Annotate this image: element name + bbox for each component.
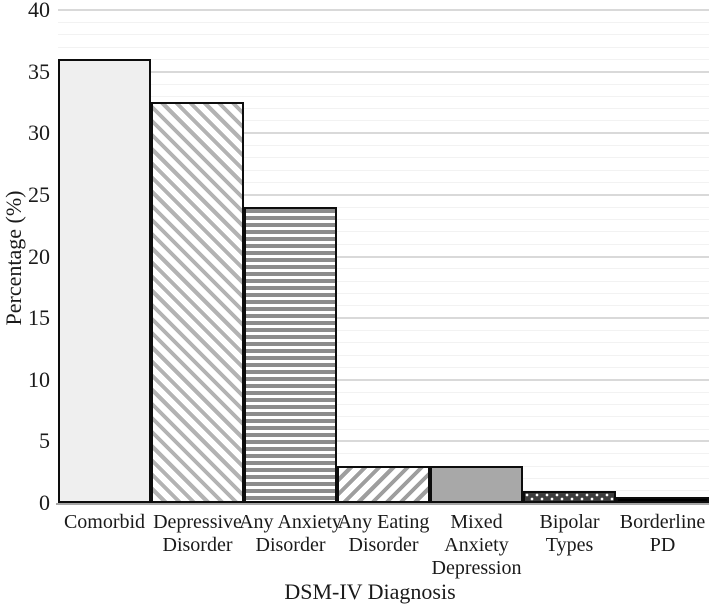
minor-gridline (58, 46, 709, 48)
x-category-label-mixed-anxiety-depression: Mixed Anxiety Depression (431, 511, 522, 579)
x-category-label-any-anxiety-disorder: Any Anxiety Disorder (239, 511, 342, 556)
x-axis-line (56, 503, 709, 505)
y-tick-label: 25 (28, 181, 50, 207)
y-tick-label: 10 (28, 366, 50, 392)
bar-any-eating-disorder (337, 466, 430, 503)
major-gridline (58, 9, 709, 11)
x-axis-title: DSM-IV Diagnosis (284, 579, 456, 604)
bar-borderline-pd (616, 496, 709, 503)
x-category-label-bipolar-types: Bipolar Types (539, 511, 600, 556)
x-category-label-comorbid: Comorbid (63, 511, 146, 533)
bar-any-anxiety-disorder (244, 207, 337, 503)
y-tick-label: 35 (28, 58, 50, 84)
bar-comorbid (58, 59, 151, 503)
minor-gridline (58, 95, 709, 97)
minor-gridline (58, 83, 709, 85)
x-category-label-any-eating-disorder: Any Eating Disorder (337, 511, 430, 556)
bar-depressive-disorder (151, 102, 244, 503)
minor-gridline (58, 34, 709, 36)
minor-gridline (58, 21, 709, 23)
x-category-label-borderline-pd: Borderline PD (619, 511, 706, 556)
y-tick-label: 20 (28, 243, 50, 269)
y-tick-label: 15 (28, 305, 50, 331)
bar-mixed-anxiety-depression (430, 466, 523, 503)
y-tick-label: 0 (39, 490, 50, 515)
x-category-label-depressive-disorder: Depressive Disorder (153, 511, 242, 556)
minor-gridline (58, 58, 709, 60)
y-tick-label: 40 (28, 0, 50, 22)
bar-bipolar-types (523, 490, 616, 503)
major-gridline (58, 70, 709, 73)
y-tick-label: 30 (28, 120, 50, 146)
y-tick-label: 5 (39, 428, 50, 454)
